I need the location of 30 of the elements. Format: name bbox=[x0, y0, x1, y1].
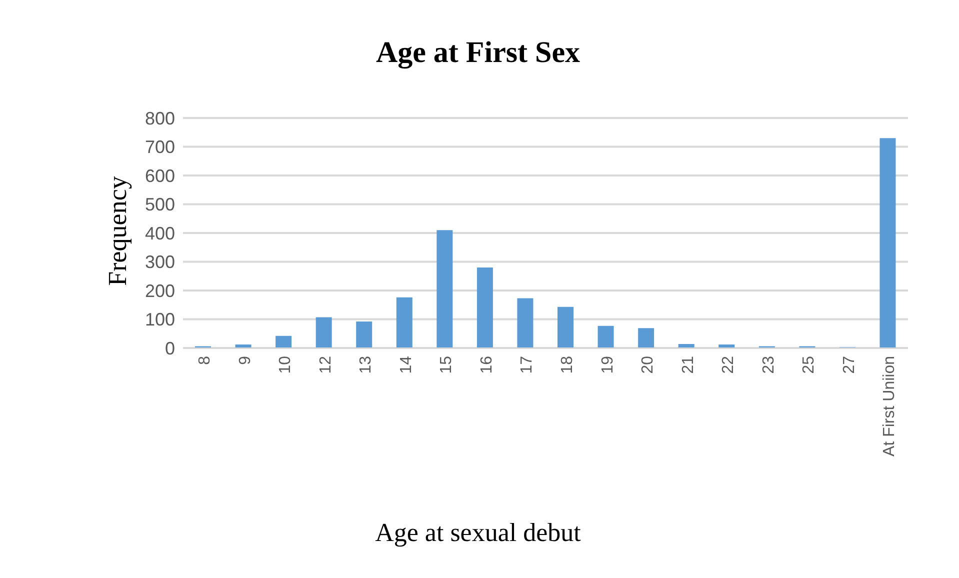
x-tick-label: 23 bbox=[760, 356, 778, 374]
x-tick-label: 10 bbox=[277, 356, 294, 374]
x-tick-label: 8 bbox=[196, 356, 214, 365]
x-tick-label: 16 bbox=[478, 356, 496, 374]
y-tick-label: 700 bbox=[144, 137, 175, 158]
x-tick-label: 15 bbox=[438, 356, 456, 374]
x-tick-label: 17 bbox=[518, 356, 536, 374]
x-tick-label: 19 bbox=[599, 356, 616, 374]
x-tick-label: 18 bbox=[559, 356, 576, 374]
x-tick-label: 27 bbox=[840, 356, 858, 374]
x-tick-label: 9 bbox=[236, 356, 254, 365]
x-tick-label: 12 bbox=[317, 356, 334, 374]
y-tick-label: 500 bbox=[144, 194, 175, 215]
y-tick-label: 600 bbox=[144, 166, 175, 186]
x-tick-label: At First Uniion bbox=[881, 356, 898, 456]
x-tick-label: 22 bbox=[720, 356, 738, 374]
y-axis-title: Frequency bbox=[103, 175, 133, 288]
y-tick-label: 400 bbox=[144, 223, 175, 244]
x-tick-label: 20 bbox=[640, 356, 657, 374]
y-tick-label: 200 bbox=[144, 280, 175, 301]
x-tick-label: 14 bbox=[398, 356, 415, 374]
x-tick-label: 21 bbox=[680, 356, 697, 374]
y-tick-label: 300 bbox=[144, 252, 175, 272]
y-tick-label: 0 bbox=[164, 338, 175, 358]
x-axis-title: Age at sexual debut bbox=[374, 518, 582, 548]
y-tick-label: 100 bbox=[144, 310, 175, 330]
x-tick-label: 25 bbox=[800, 356, 818, 374]
chart-title: Age at First Sex bbox=[374, 36, 582, 70]
x-tick-label: 13 bbox=[358, 356, 375, 374]
y-tick-label: 800 bbox=[144, 108, 175, 128]
